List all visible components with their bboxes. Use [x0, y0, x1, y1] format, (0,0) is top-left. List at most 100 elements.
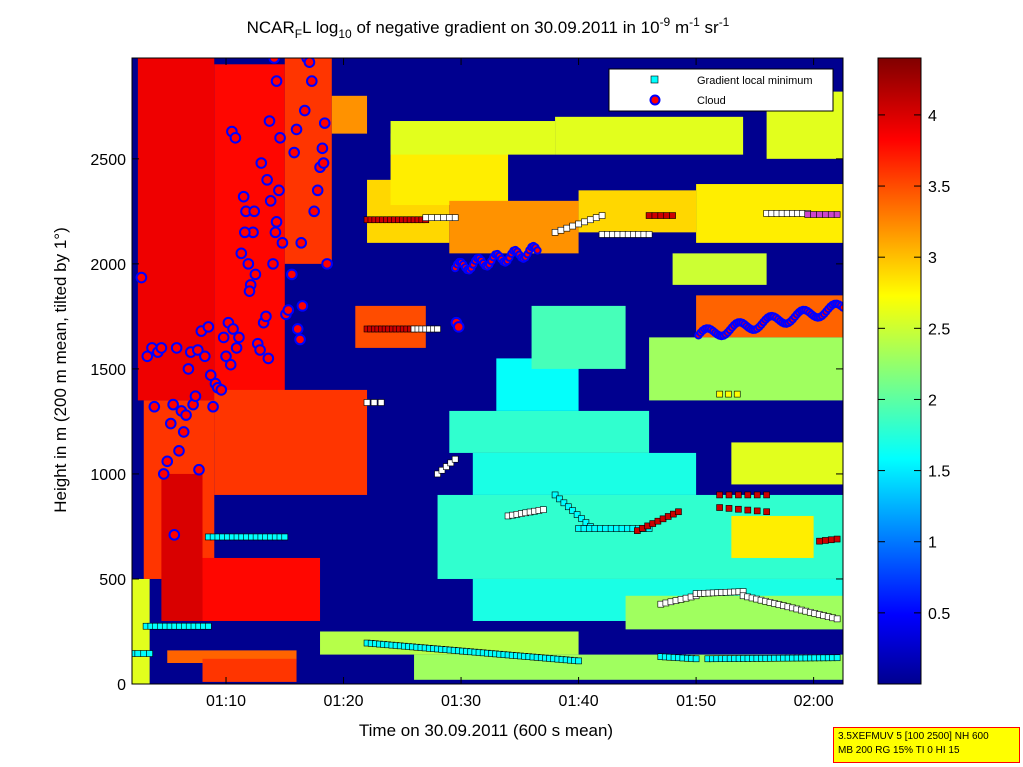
cloud-marker: [237, 190, 250, 203]
heatmap-cell-15: [449, 200, 579, 254]
gradient-minimum-markers: [132, 210, 841, 665]
gradient-min-marker: [827, 211, 835, 218]
cloud-marker: [273, 184, 285, 197]
heatmap-cell-23: [472, 452, 697, 495]
cloud-marker: [148, 400, 161, 413]
cloud-marker: [204, 369, 217, 382]
cloud-marker: [199, 350, 211, 363]
gradient-min-marker: [651, 212, 659, 219]
heatmap-cell-9: [331, 95, 368, 134]
gradient-min-marker: [645, 212, 653, 219]
cloud-marker: [192, 344, 204, 356]
gradient-min-marker: [763, 491, 770, 499]
gradient-min-marker: [833, 211, 841, 218]
cloud-marker: [290, 123, 303, 136]
x-axis: 01:10 01:20 01:30 01:40 01:50 02:00: [206, 58, 834, 710]
gradient-min-marker: [563, 224, 571, 232]
settings-info-box: 3.5XEFMUV 5 [100 2500] NH 600 MB 200 RG …: [833, 727, 1020, 763]
colorbar: 0.5 1 1.5 2 2.5 3 3.5 4: [877, 57, 950, 685]
cloud-marker: [291, 323, 304, 335]
gradient-min-marker: [669, 212, 676, 219]
cloud-marker: [311, 184, 324, 197]
cloud-marker: [230, 342, 243, 354]
gradient-min-marker: [663, 212, 671, 219]
gradient-min-marker: [575, 220, 582, 228]
cloud-marker: [296, 300, 309, 312]
gradient-min-marker: [578, 515, 585, 522]
cloud-marker: [242, 258, 255, 270]
cloud-marker: [141, 350, 154, 363]
cloud-marker: [267, 258, 279, 270]
cloud-marker: [224, 358, 237, 371]
gradient-min-marker: [822, 211, 829, 218]
plot-frame: [131, 57, 844, 685]
legend: Gradient local minimum Cloud: [608, 68, 834, 112]
legend-label-cloud: Cloud: [697, 95, 726, 107]
cloud-marker: [249, 268, 262, 281]
cloud-marker: [157, 468, 170, 480]
colorbar-ticks: 0.5 1 1.5 2 2.5 3 3.5 4: [878, 108, 950, 623]
cloud-marker: [167, 398, 179, 411]
gradient-min-marker: [551, 491, 559, 499]
gradient-min-marker: [598, 212, 606, 219]
gradient-min-marker: [446, 214, 453, 221]
gradient-min-marker: [422, 214, 430, 221]
cloud-marker: [217, 331, 230, 344]
gradient-min-marker: [657, 212, 665, 219]
colorbar-tick-label-7: 4: [928, 108, 937, 125]
cloud-marker: [303, 58, 316, 68]
heatmap-cell-22: [449, 410, 650, 453]
cloud-marker: [161, 455, 174, 468]
heatmap-cell-30: [202, 658, 297, 682]
cloud-marker: [274, 132, 286, 144]
gradient-min-marker: [735, 505, 742, 513]
cloud-marker: [254, 344, 266, 356]
y-tick-label-0: 0: [117, 677, 126, 694]
gradient-min-marker: [725, 390, 732, 398]
x-tick-label-5: 02:00: [794, 693, 834, 710]
gradient-min-marker: [569, 507, 577, 514]
info-line-1: 3.5XEFMUV 5 [100 2500] NH 600: [838, 731, 989, 742]
info-line-2: MB 200 RG 15% TI 0 HI 15: [838, 745, 960, 756]
heatmap-cell-6: [202, 557, 321, 621]
y-axis: 0 500 1000 1500 2000 2500: [90, 152, 843, 694]
gradient-min-marker: [575, 525, 582, 532]
colorbar-tick-label-5: 3: [928, 250, 937, 267]
heatmap-cell-21: [649, 337, 843, 401]
gradient-min-marker: [753, 507, 761, 515]
cloud-marker: [193, 463, 205, 476]
cloud-marker: [220, 350, 232, 363]
cloud-marker: [180, 409, 192, 421]
gradient-min-marker: [540, 506, 547, 513]
cloud-marker: [264, 195, 277, 207]
cloud-marker: [318, 117, 331, 129]
cloud-marker: [286, 268, 298, 281]
gradient-min-marker: [573, 511, 581, 518]
gradient-min-marker: [716, 504, 723, 511]
gradient-min-marker: [581, 218, 588, 226]
cloud-marker: [321, 258, 333, 270]
cloud-marker: [295, 237, 308, 249]
gradient-min-marker: [551, 229, 559, 236]
y-tick-label-3: 1500: [90, 362, 126, 379]
gradient-min-marker: [146, 650, 153, 657]
heatmap-cell-7: [214, 389, 368, 495]
gradient-min-marker: [434, 214, 441, 221]
cloud-marker: [189, 390, 202, 403]
heatmap-field: [132, 58, 843, 684]
gradient-min-marker: [833, 654, 841, 662]
cloud-marker: [270, 75, 283, 87]
gradient-min-marker: [827, 536, 835, 544]
y-tick-label-2: 1000: [90, 467, 126, 484]
gradient-min-marker: [822, 537, 829, 544]
cloud-marker: [229, 132, 242, 144]
gradient-min-marker: [735, 491, 742, 499]
colorbar-tick-label-2: 1.5: [928, 464, 950, 481]
gradient-min-marker: [205, 622, 212, 630]
heatmap-cell-25: [531, 305, 626, 369]
cloud-marker: [233, 331, 245, 344]
cloud-marker: [276, 237, 289, 249]
gradient-min-marker: [434, 470, 441, 478]
gradient-min-marker: [613, 525, 620, 532]
y-axis-label: Height in m (200 m mean, tilted by 1°): [51, 227, 70, 513]
